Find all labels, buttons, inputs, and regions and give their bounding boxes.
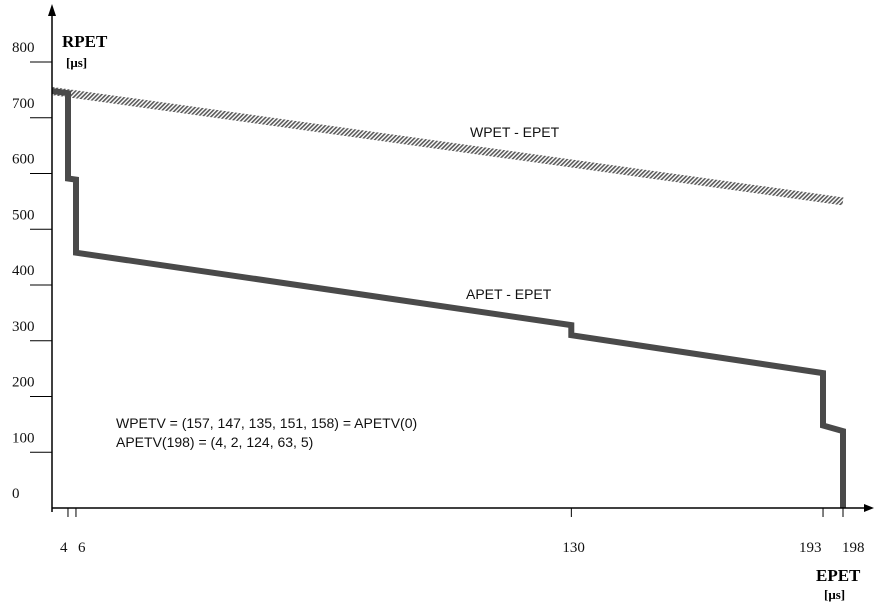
x-axis-arrow-icon <box>864 504 874 512</box>
y-axis-unit: [μs] <box>66 55 87 70</box>
wpet-epet-series-line <box>51 87 844 206</box>
y-tick-label: 800 <box>12 40 35 56</box>
y-tick-label: 100 <box>12 430 35 446</box>
y-ticks: 0 100 200 300 400 500 600 700 800 <box>12 40 52 502</box>
x-tick-label: 193 <box>799 540 822 556</box>
y-tick-label: 200 <box>12 375 35 391</box>
y-tick-label: 0 <box>12 486 20 502</box>
annotation-apetv-198: APETV(198) = (4, 2, 124, 63, 5) <box>116 434 313 450</box>
x-tick-label: 4 <box>60 540 68 556</box>
y-tick-label: 300 <box>12 319 35 335</box>
apet-epet-series-label: APET - EPET <box>466 286 552 302</box>
plot-area <box>51 87 846 508</box>
y-tick-label: 500 <box>12 207 35 223</box>
y-axis-title: RPET <box>62 32 108 51</box>
y-tick-label: 400 <box>12 263 35 279</box>
y-tick-label: 700 <box>12 96 35 112</box>
x-tick-label: 6 <box>78 540 86 556</box>
y-tick-label: 600 <box>12 152 35 168</box>
x-ticks: 4 6 130 193 198 <box>60 508 865 556</box>
x-axis-title: EPET <box>816 566 861 585</box>
y-axis-arrow-icon <box>48 4 56 16</box>
axes: 0 100 200 300 400 500 600 700 800 4 6 130 193 198 <box>12 4 874 556</box>
x-tick-label: 130 <box>562 540 585 556</box>
annotation-wpetv: WPETV = (157, 147, 135, 151, 158) = APET… <box>116 415 417 431</box>
x-tick-label: 198 <box>842 540 865 556</box>
x-axis-unit: [μs] <box>824 587 845 602</box>
apet-epet-series-line <box>51 88 846 508</box>
wpet-epet-series-label: WPET - EPET <box>470 124 560 140</box>
